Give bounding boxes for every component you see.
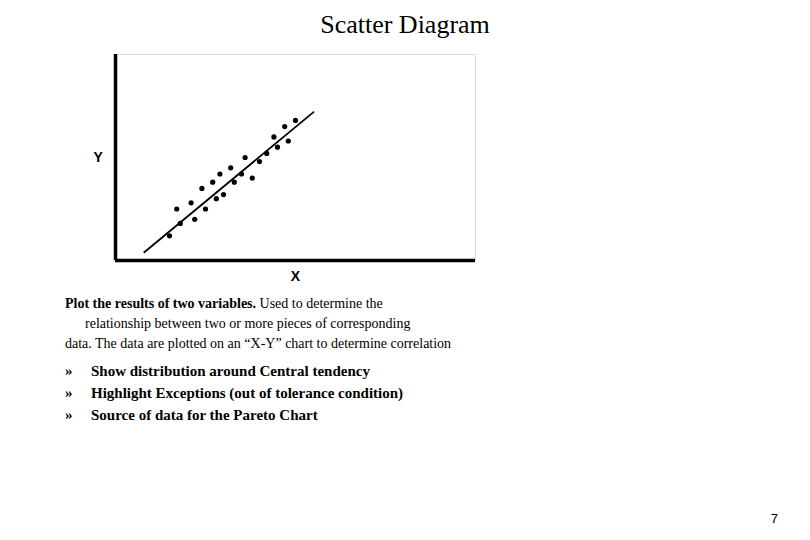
html-text:Scatter Diagram: Scatter Diagram [320,10,490,39]
html-text:Source of data for the Pareto: Source of data for the Pareto Chart [91,407,318,423]
html-text:data. The data are plotted on: data. The data are plotted on an “X-Y” c… [65,336,452,351]
svg-text:X: X [291,268,301,284]
html-text:relationship between two or mo: relationship between two or more pieces … [85,316,411,331]
svg-text:Y: Y [94,149,104,165]
html-text:Show distribution around Centr: Show distribution around Central tendenc… [91,363,370,379]
html-text:7: 7 [770,511,778,526]
html-text:Plot the results of two variab: Plot the results of two variables. Used … [65,296,383,311]
html-text:Highlight Exceptions (out of t: Highlight Exceptions (out of tolerance c… [91,385,404,401]
